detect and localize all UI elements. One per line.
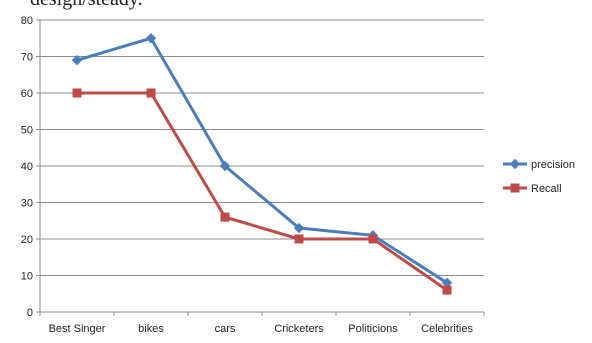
- x-tick-label: bikes: [138, 323, 164, 335]
- x-axis-ticks: Best Singer bikes cars Cricketers Politicion…: [39, 312, 485, 335]
- legend-marker: [509, 158, 521, 170]
- legend-marker: [510, 183, 520, 193]
- legend-label: Recall: [531, 183, 562, 195]
- series-layer: [71, 33, 453, 295]
- y-tick-label: 70: [21, 52, 33, 64]
- y-tick-label: 30: [21, 198, 33, 210]
- y-tick-label: 20: [21, 234, 33, 246]
- legend: precision Recall: [503, 158, 575, 195]
- x-tick-label: Best Singer: [49, 323, 106, 335]
- x-tick-label: Celebrities: [421, 323, 473, 335]
- data-point: [71, 54, 83, 66]
- data-point: [368, 234, 378, 244]
- series-recall: [72, 88, 452, 295]
- series-line: [76, 36, 448, 285]
- y-tick-label: 50: [21, 125, 33, 137]
- y-tick-label: 80: [21, 15, 33, 27]
- legend-item: Recall: [503, 183, 562, 195]
- data-point: [146, 88, 156, 98]
- y-tick-label: 0: [27, 307, 33, 319]
- data-point: [145, 33, 157, 44]
- x-tick-label: cars: [215, 323, 236, 335]
- data-point: [72, 88, 82, 98]
- data-point: [219, 160, 231, 172]
- series-line: [77, 91, 448, 292]
- y-tick-label: 10: [21, 271, 33, 283]
- y-tick-label: 40: [21, 161, 33, 173]
- x-tick-label: Cricketers: [274, 323, 324, 335]
- data-point: [442, 285, 452, 295]
- data-point: [294, 234, 304, 244]
- legend-label: precision: [531, 159, 575, 171]
- data-point: [220, 212, 230, 222]
- y-axis-ticks: 0 10 20 30 40 50 60 70 80: [21, 15, 40, 319]
- cropped-top-text: design/steady.: [30, 0, 143, 11]
- legend-item: precision: [503, 158, 575, 171]
- series-precision: [71, 33, 453, 289]
- y-tick-label: 60: [21, 88, 33, 100]
- data-point: [293, 222, 305, 234]
- gridlines: [40, 19, 484, 276]
- x-tick-label: Politicions: [348, 323, 398, 335]
